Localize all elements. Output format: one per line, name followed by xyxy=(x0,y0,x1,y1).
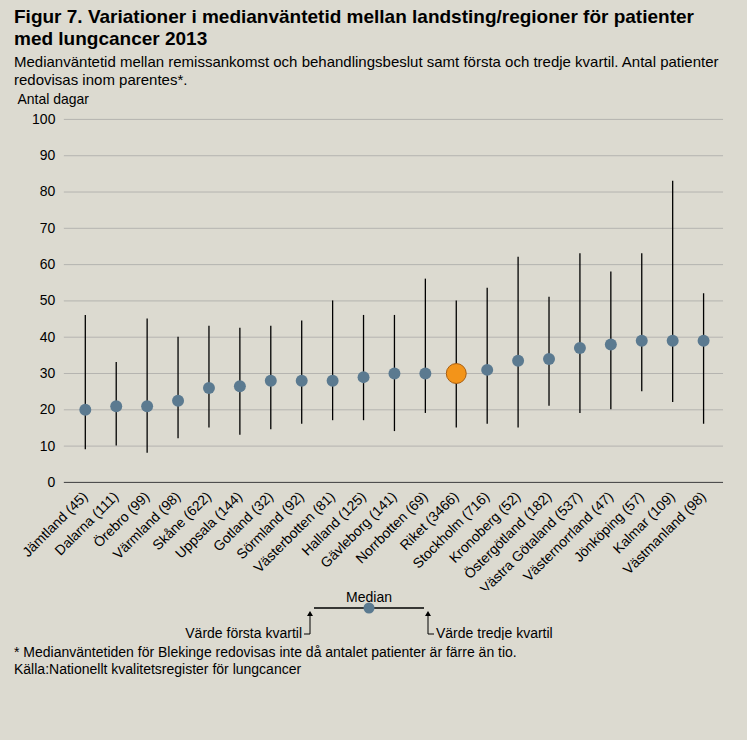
svg-text:Kalmar (109): Kalmar (109) xyxy=(609,488,678,557)
svg-text:Uppsala (144): Uppsala (144) xyxy=(171,488,246,562)
svg-text:80: 80 xyxy=(40,183,56,199)
svg-text:Jämtland (45): Jämtland (45) xyxy=(18,488,91,560)
svg-text:30: 30 xyxy=(40,365,56,381)
svg-text:70: 70 xyxy=(40,220,56,236)
svg-text:Östergötland (182): Östergötland (182) xyxy=(460,488,555,582)
html-text:* Medianväntetiden för Bleking: * Medianväntetiden för Blekinge redovisa… xyxy=(14,643,517,660)
svg-text:Västmanland (98): Västmanland (98) xyxy=(620,488,709,577)
html-text:Medianväntetid mellan remissan: Medianväntetid mellan remissankomst och … xyxy=(14,53,719,88)
svg-text:40: 40 xyxy=(40,329,56,345)
svg-text:Sörmland (92): Sörmland (92) xyxy=(233,488,307,562)
svg-text:Västernorrland (47): Västernorrland (47) xyxy=(519,488,617,585)
svg-text:Västerbotten (81): Västerbotten (81) xyxy=(250,488,338,576)
svg-text:Värde första kvartil: Värde första kvartil xyxy=(185,625,302,640)
svg-text:50: 50 xyxy=(40,292,56,308)
svg-text:Örebro (99): Örebro (99) xyxy=(90,488,153,551)
svg-text:20: 20 xyxy=(40,401,56,417)
svg-text:Halland (125): Halland (125) xyxy=(298,488,369,559)
svg-text:Riket (3466): Riket (3466) xyxy=(396,488,462,554)
html-text:Figur 7. Variationer i medianv: Figur 7. Variationer i medianväntetid me… xyxy=(14,6,694,49)
svg-text:Värmland (98): Värmland (98) xyxy=(109,488,184,562)
svg-text:Dalarna (111): Dalarna (111) xyxy=(51,488,122,559)
svg-text:0: 0 xyxy=(48,474,56,490)
svg-text:Antal dagar: Antal dagar xyxy=(17,91,89,107)
svg-text:Norrbotten (69): Norrbotten (69) xyxy=(352,488,431,567)
svg-text:Gävleborg (141): Gävleborg (141) xyxy=(317,488,400,571)
svg-text:Värde tredje kvartil: Värde tredje kvartil xyxy=(436,625,553,640)
svg-text:90: 90 xyxy=(40,147,56,163)
svg-text:60: 60 xyxy=(40,256,56,272)
svg-text:Jönköping (57): Jönköping (57) xyxy=(570,488,647,565)
svg-text:Stockholm (716): Stockholm (716) xyxy=(409,488,493,572)
html-text:Källa:Nationellt kvalitetsregi: Källa:Nationellt kvalitetsregister för l… xyxy=(14,660,302,677)
svg-text:Skåne (622): Skåne (622) xyxy=(149,488,215,554)
svg-text:Median: Median xyxy=(346,590,392,605)
svg-text:10: 10 xyxy=(40,438,56,454)
svg-text:100: 100 xyxy=(32,111,56,127)
svg-text:Kronoberg (52): Kronoberg (52) xyxy=(445,488,524,566)
svg-text:Gotland (32): Gotland (32) xyxy=(209,488,277,555)
